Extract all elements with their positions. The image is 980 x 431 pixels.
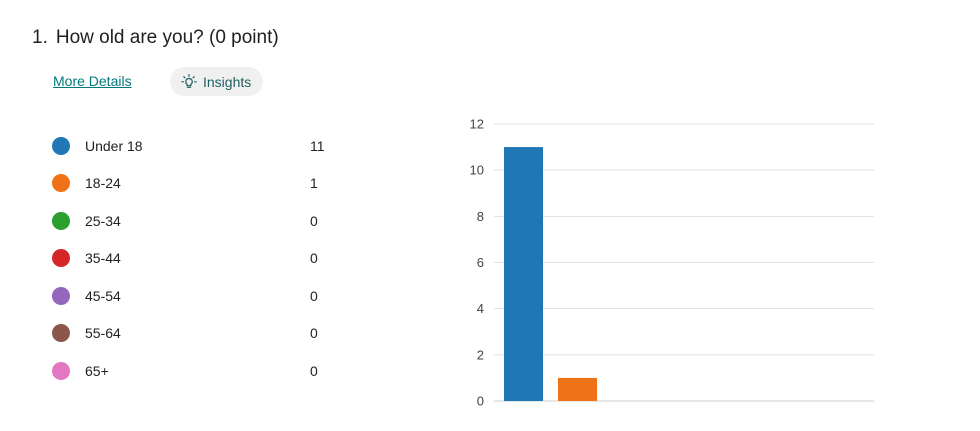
bar-under-18[interactable] <box>504 147 543 401</box>
insights-button[interactable]: Insights <box>170 67 264 96</box>
legend-count: 0 <box>310 325 318 342</box>
legend-swatch <box>52 361 70 380</box>
legend-item: 45-54 0 <box>52 277 342 315</box>
y-tick-label: 4 <box>477 301 484 316</box>
legend-item: 25-34 0 <box>52 202 342 240</box>
y-tick-label: 8 <box>477 209 484 224</box>
legend-swatch <box>52 174 70 193</box>
legend-swatch <box>52 249 70 268</box>
legend-item: 65+ 0 <box>52 352 342 390</box>
legend: Under 18 11 18-24 1 25-34 0 35-44 0 45-5… <box>52 127 342 390</box>
legend-label: 45-54 <box>85 287 121 304</box>
more-details-link[interactable]: More Details <box>53 73 132 89</box>
legend-swatch <box>52 136 70 155</box>
legend-label: Under 18 <box>85 137 143 154</box>
legend-item: 18-24 1 <box>52 165 342 203</box>
y-tick-label: 12 <box>470 117 484 132</box>
legend-count: 0 <box>310 287 318 304</box>
legend-count: 0 <box>310 212 318 229</box>
insights-label: Insights <box>203 73 252 90</box>
question-title: 1. How old are you? (0 point) <box>32 27 279 49</box>
legend-label: 65+ <box>85 362 109 379</box>
lightbulb-icon <box>180 73 198 91</box>
legend-swatch <box>52 211 70 230</box>
legend-label: 35-44 <box>85 250 121 267</box>
bar-18-24[interactable] <box>558 377 597 401</box>
y-tick-label: 10 <box>470 163 484 178</box>
y-tick-label: 2 <box>477 347 484 362</box>
legend-count: 11 <box>310 137 325 154</box>
bar-chart: 0 2 4 6 8 10 12 <box>455 110 885 415</box>
legend-count: 0 <box>310 362 318 379</box>
legend-label: 18-24 <box>85 175 121 192</box>
legend-count: 0 <box>310 250 318 267</box>
legend-swatch <box>52 286 70 305</box>
bar-chart-svg: 0 2 4 6 8 10 12 <box>470 117 874 409</box>
legend-item: 55-64 0 <box>52 315 342 353</box>
y-tick-label: 6 <box>477 255 484 270</box>
legend-count: 1 <box>310 175 318 192</box>
legend-label: 55-64 <box>85 325 121 342</box>
legend-item: 35-44 0 <box>52 240 342 278</box>
y-tick-label: 0 <box>477 394 484 409</box>
question-number: 1. <box>32 27 48 48</box>
legend-swatch <box>52 324 70 343</box>
question-text: How old are you? (0 point) <box>55 27 279 48</box>
legend-item: Under 18 11 <box>52 127 342 165</box>
legend-label: 25-34 <box>85 212 121 229</box>
